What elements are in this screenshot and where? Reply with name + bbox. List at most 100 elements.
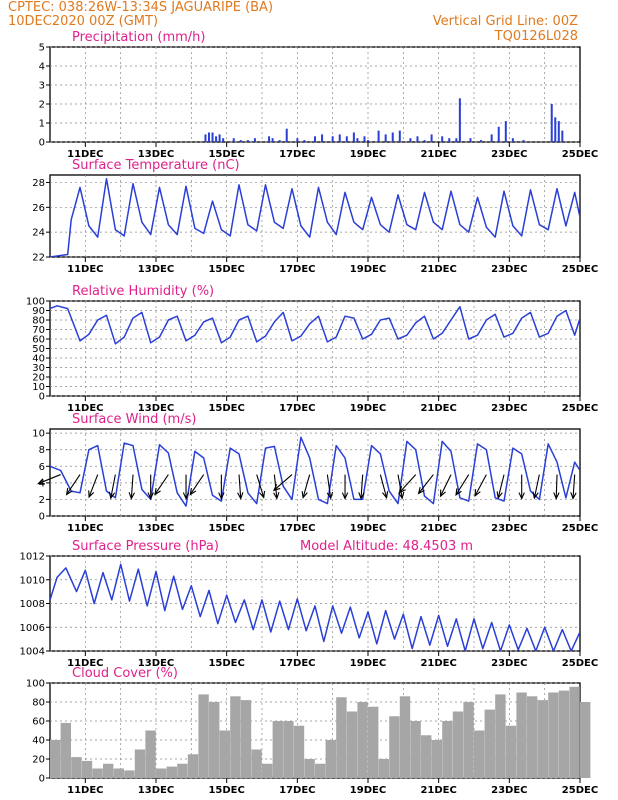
wind-arrow-head	[496, 491, 503, 500]
y-tick-label: 1010	[20, 575, 45, 586]
x-tick-label: 21DEC	[420, 403, 456, 414]
panel-subtitle: Model Altitude: 48.4503 m	[300, 539, 473, 554]
precip-bar	[480, 140, 483, 142]
precip-bar	[550, 104, 553, 142]
x-tick-label: 25DEC	[562, 264, 598, 275]
wind-arrow-head	[108, 491, 116, 500]
x-tick-label: 13DEC	[138, 149, 174, 160]
wind-arrow	[474, 474, 487, 497]
y-tick-label: 20	[32, 373, 45, 384]
cloud-bar	[346, 711, 358, 778]
wind-arrow-head	[272, 484, 281, 492]
cloud-bar	[527, 696, 538, 778]
cloud-bar	[357, 702, 368, 778]
y-tick-label: 10	[32, 429, 45, 440]
x-tick-label: 23DEC	[491, 523, 527, 534]
precip-bar	[448, 138, 451, 142]
wind-arrow-head	[398, 485, 406, 494]
precip-bar	[211, 132, 214, 142]
cloud-bar	[580, 702, 591, 778]
cloud-bar	[272, 721, 283, 778]
cloud-bar	[81, 760, 93, 778]
y-tick-label: 40	[32, 736, 45, 747]
wind-arrow-head	[455, 488, 462, 497]
wind-arrow	[572, 474, 576, 499]
header-station: CPTEC: 038:26W-13:34S JAGUARIPE (BA)	[8, 0, 273, 15]
y-tick-label: 1	[39, 119, 45, 130]
wind-arrow-head	[189, 487, 197, 496]
precip-bar	[278, 140, 281, 142]
wind-arrow-head	[326, 491, 334, 500]
y-tick-label: 0	[39, 138, 45, 149]
wind-arrow	[326, 474, 332, 499]
x-tick-label: 21DEC	[420, 149, 456, 160]
y-tick-label: 2	[39, 100, 45, 111]
cloud-bar	[134, 749, 146, 778]
precip-bar	[391, 132, 394, 142]
x-tick-label: 15DEC	[208, 523, 244, 534]
cloud-bar	[262, 763, 273, 778]
x-tick-label: 23DEC	[491, 785, 527, 796]
panels: Precipitation (mm/h) 0 1 2 3 4 5 11DEC 13DEC 15DE…	[20, 30, 599, 796]
x-tick-label: 21DEC	[420, 264, 456, 275]
wind-arrow	[238, 474, 242, 499]
wind-arrow	[360, 474, 364, 499]
precip-bar	[416, 136, 419, 142]
precip-bar	[222, 138, 225, 142]
precip-bar	[232, 138, 235, 142]
precip-bar	[423, 140, 426, 142]
x-tick-label: 19DEC	[350, 264, 386, 275]
panel-4: Surface Pressure (hPa) Model Altitude: 48…	[20, 539, 599, 669]
y-tick-label: 4	[39, 62, 45, 73]
wind-arrow-head	[218, 492, 225, 500]
wind-arrow	[455, 474, 470, 496]
precip-bar	[504, 121, 507, 142]
x-tick-label: 19DEC	[350, 658, 386, 669]
wind-arrow	[533, 474, 540, 499]
cloud-bar	[304, 759, 315, 778]
cloud-bar	[209, 702, 220, 778]
cloud-bar	[198, 694, 209, 778]
cloud-bar	[60, 722, 71, 778]
y-tick-label: 60	[32, 335, 45, 346]
cloud-bar	[452, 711, 464, 778]
y-tick-label: 80	[32, 698, 45, 709]
cloud-bar	[50, 740, 61, 778]
plot-frame	[49, 428, 581, 517]
precip-bar	[363, 136, 366, 142]
cloud-bar	[113, 768, 124, 778]
x-tick-label: 13DEC	[138, 523, 174, 534]
x-tick-label: 25DEC	[562, 403, 598, 414]
wind-arrow-head	[147, 492, 154, 500]
cloud-bar	[516, 692, 527, 778]
wind-arrow-head	[358, 492, 365, 500]
y-tick-label: 8	[39, 445, 45, 456]
precip-bar	[338, 134, 341, 142]
cloud-bar	[548, 692, 559, 778]
cloud-bar	[315, 763, 326, 778]
cloud-bar	[124, 770, 135, 778]
precip-bar	[409, 138, 412, 142]
precip-bar	[331, 136, 334, 142]
x-tick-label: 21DEC	[420, 658, 456, 669]
wind-arrow-head	[154, 487, 161, 496]
x-tick-label: 11DEC	[67, 785, 103, 796]
cloud-bar	[495, 694, 506, 778]
cloud-bar	[410, 721, 421, 778]
x-tick-label: 15DEC	[208, 785, 244, 796]
precip-bar	[367, 140, 369, 142]
y-tick-label: 10	[32, 382, 45, 393]
wind-arrow-head	[474, 489, 481, 497]
x-tick-label: 19DEC	[350, 403, 386, 414]
wind-arrow-head	[37, 478, 45, 485]
header-date: 10DEC2020 00Z (GMT)	[8, 14, 158, 29]
wind-arrow-head	[518, 492, 525, 500]
wind-arrow-head	[381, 491, 389, 500]
plot-frame	[49, 174, 581, 258]
header-grid-note: Vertical Grid Line: 00Z	[433, 14, 578, 29]
cloud-bar	[219, 730, 230, 778]
x-tick-label: 19DEC	[350, 523, 386, 534]
x-tick-label: 13DEC	[138, 403, 174, 414]
precip-bar	[314, 136, 316, 142]
y-tick-label: 60	[32, 717, 45, 728]
